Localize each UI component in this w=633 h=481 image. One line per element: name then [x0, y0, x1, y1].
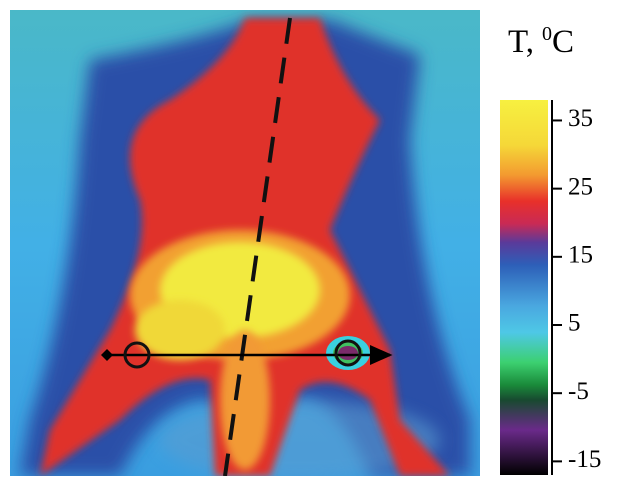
colorbar	[500, 100, 548, 475]
tick-label: 25	[568, 173, 593, 200]
title-prefix: T,	[508, 24, 534, 60]
colorbar-title: T, 0C	[508, 23, 574, 60]
tick-label: 5	[568, 310, 581, 337]
thermal-image	[10, 10, 480, 476]
tick-label: 35	[568, 105, 593, 132]
title-unit: C	[552, 24, 574, 60]
tick-label: -5	[568, 378, 589, 405]
tick-label: 15	[568, 242, 593, 269]
colorbar-ticks: 35 25 15 5 -5 -15	[552, 105, 601, 473]
title-sup: 0	[542, 23, 552, 45]
tick-label: -15	[568, 446, 601, 473]
